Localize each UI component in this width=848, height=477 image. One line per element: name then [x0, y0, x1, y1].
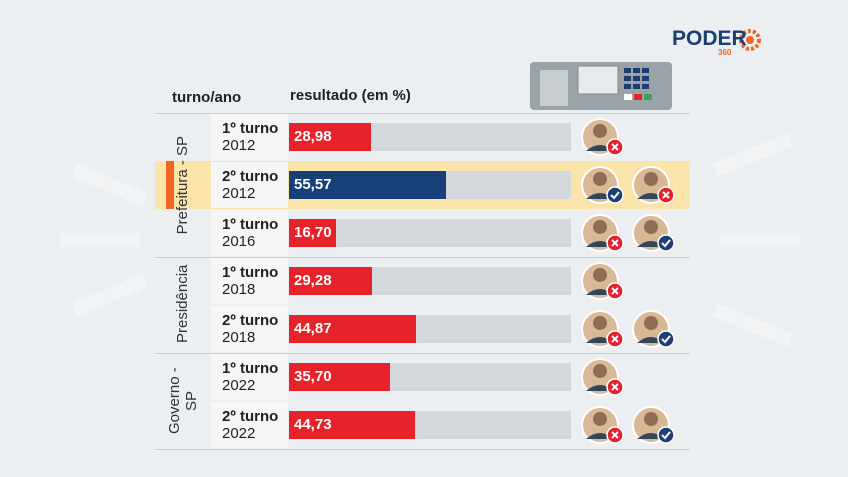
bar: 35,70: [289, 363, 390, 391]
candidate-photo: [581, 406, 624, 444]
category: 2º turno 2012: [211, 162, 288, 208]
separator: [155, 113, 690, 114]
category: 1º turno 2022: [211, 354, 288, 400]
candidate-photo: [632, 166, 675, 204]
category-year: 2012: [222, 185, 256, 202]
logo-sub: 360: [718, 48, 732, 57]
candidate-photo: [581, 214, 624, 252]
chart-title: resultado (em %): [290, 87, 411, 104]
header: turno/ano: [172, 89, 242, 106]
category: 1º turno 2018: [211, 258, 288, 304]
category-round: 2º turno: [222, 168, 279, 185]
category-year: 2022: [222, 377, 256, 394]
group-box: Presidência: [155, 257, 210, 353]
candidate-photo: [581, 358, 624, 396]
category-round: 2º turno: [222, 312, 279, 329]
category-year: 2016: [222, 233, 256, 250]
category: 1º turno 2012: [211, 114, 288, 160]
category: 2º turno 2018: [211, 306, 288, 352]
bar: 28,98: [289, 123, 371, 151]
separator: [155, 449, 690, 450]
category-year: 2022: [222, 425, 256, 442]
category-year: 2018: [222, 329, 256, 346]
category-year: 2012: [222, 137, 256, 154]
category-round: 1º turno: [222, 264, 279, 281]
category-round: 1º turno: [222, 360, 279, 377]
candidate-photo: [632, 214, 675, 252]
bar: 44,73: [289, 411, 416, 439]
bar: 55,57: [289, 171, 446, 199]
logo: PODER: [672, 27, 747, 50]
group-label: Prefeitura - SP: [174, 135, 191, 235]
category-round: 1º turno: [222, 216, 279, 233]
category-year: 2018: [222, 281, 256, 298]
category-round: 2º turno: [222, 408, 279, 425]
candidate-photo: [581, 118, 624, 156]
candidate-photo: [632, 310, 675, 348]
candidate-photo: [581, 310, 624, 348]
candidate-photo: [632, 406, 675, 444]
group-box: Prefeitura - SP: [155, 113, 210, 257]
category: 2º turno 2022: [211, 402, 288, 448]
category-round: 1º turno: [222, 120, 279, 137]
group-box: Governo - SP: [155, 353, 210, 449]
separator: [155, 257, 690, 258]
group-label: Governo - SP: [165, 367, 200, 435]
group-label: Presidência: [174, 264, 191, 343]
bar: 44,87: [289, 315, 416, 343]
row-marker: [166, 161, 174, 209]
candidate-photo: [581, 262, 624, 300]
bar: 16,70: [289, 219, 337, 247]
category: 1º turno 2016: [211, 210, 288, 256]
separator: [155, 353, 690, 354]
bar: 29,28: [289, 267, 372, 295]
candidate-photo: [581, 166, 624, 204]
